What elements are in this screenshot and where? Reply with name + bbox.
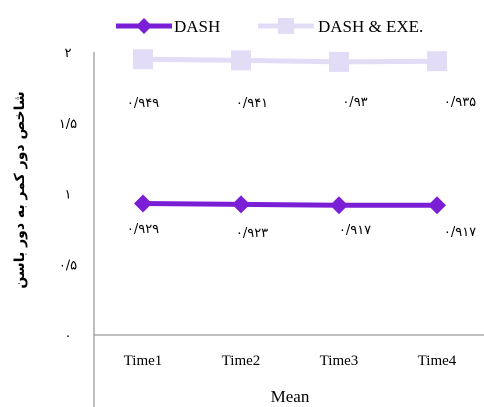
x-tick-label: Time1: [124, 353, 163, 369]
data-point-dash: [232, 195, 250, 214]
data-labels: ۰/۹۲۹ ۰/۹۲۳ ۰/۹۱۷ ۰/۹۱۷ ۰/۹۴۹ ۰/۹۴۱ ۰/۹۳ ۰/۹۳۵: [127, 95, 476, 241]
x-tick-label: Time2: [222, 353, 261, 369]
legend: DASH DASH & EXE.: [116, 17, 423, 36]
series-lines: [142, 56, 438, 208]
data-label-dash-exe: ۰/۹۳: [342, 95, 367, 110]
x-axis-title: Mean: [271, 387, 310, 406]
data-point-dash: [330, 196, 348, 215]
legend-marker-dash-exe: [278, 18, 294, 34]
data-label-dash-exe: ۰/۹۴۱: [236, 96, 268, 111]
y-axis-title: شاخص دور کمر به دور باسن: [12, 91, 28, 288]
y-tick-label: ۱: [65, 188, 72, 203]
data-label-dash-exe: ۰/۹۳۵: [444, 95, 476, 110]
data-point-dash: [428, 196, 446, 215]
series-line-dash-exe: [142, 56, 438, 65]
data-label-dash: ۰/۹۲۹: [127, 222, 159, 237]
legend-item-dash-exe: DASH & EXE.: [258, 17, 423, 36]
series-line-dash: [142, 201, 437, 208]
x-tick-label: Time4: [418, 353, 457, 369]
y-tick-label: ۱/۵: [59, 117, 77, 132]
legend-marker-dash: [136, 18, 152, 34]
data-label-dash: ۰/۹۱۷: [339, 223, 371, 238]
y-tick-labels: ۰ ۰/۵ ۱ ۱/۵ ۲: [59, 46, 77, 344]
data-point-dash-exe: [329, 51, 349, 72]
legend-item-dash: DASH: [116, 17, 220, 36]
data-point-dash: [134, 194, 152, 213]
data-point-dash-exe: [231, 50, 251, 71]
y-tick-label: ۰/۵: [59, 258, 77, 273]
y-tick-label: ۲: [65, 46, 72, 61]
data-label-dash: ۰/۹۲۳: [236, 226, 268, 241]
data-point-dash-exe: [427, 51, 447, 72]
legend-label-dash: DASH: [174, 17, 220, 36]
x-tick-labels: Time1 Time2 Time3 Time4: [124, 353, 457, 369]
legend-label-dash-exe: DASH & EXE.: [318, 17, 423, 36]
data-label-dash-exe: ۰/۹۴۹: [127, 96, 159, 111]
x-tick-label: Time3: [320, 353, 359, 369]
y-tick-label: ۰: [65, 329, 72, 344]
data-point-dash-exe: [133, 49, 153, 70]
data-label-dash: ۰/۹۱۷: [444, 225, 476, 240]
series-markers: [133, 49, 447, 215]
